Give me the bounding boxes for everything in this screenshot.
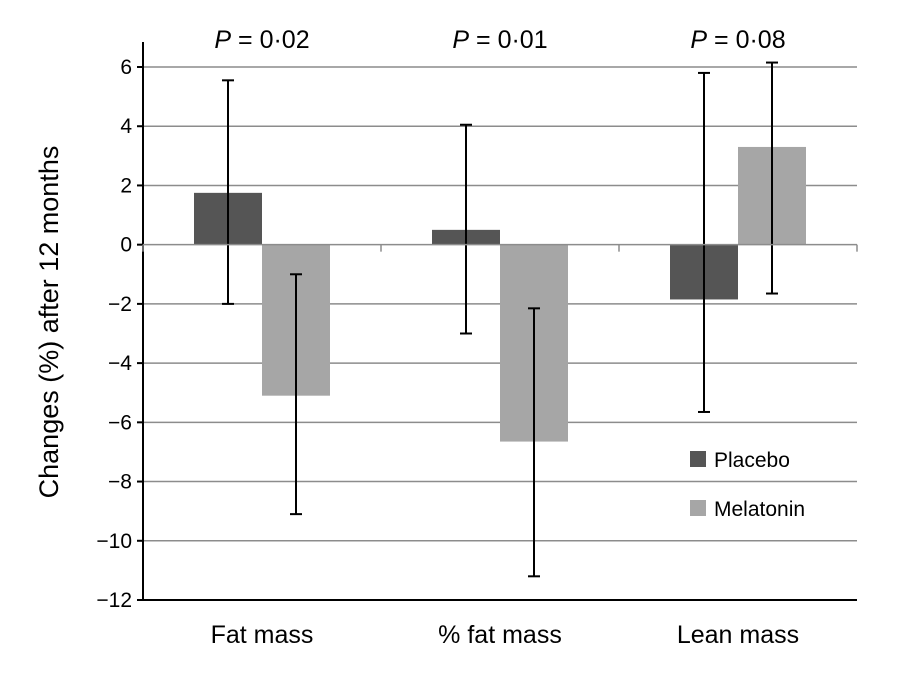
p-symbol: P <box>452 26 469 54</box>
y-tick-label: 4 <box>120 115 132 138</box>
y-tick-labels: 6 4 2 0 −2 −4 −6 −8 −10 −12 <box>96 56 132 612</box>
p-value-label: P = 0·01 <box>452 26 547 54</box>
y-axis-label: Changes (%) after 12 months <box>34 146 64 499</box>
legend-swatch-melatonin <box>690 500 706 516</box>
legend-label-melatonin: Melatonin <box>714 498 805 521</box>
bars <box>194 146 806 442</box>
legend-swatch-placebo <box>690 451 706 467</box>
axes <box>142 42 858 601</box>
y-tick-label: 6 <box>120 56 132 79</box>
p-value-text: = 0·08 <box>707 26 786 54</box>
y-tick-label: −4 <box>108 352 132 375</box>
p-symbol: P <box>690 26 707 54</box>
legend-label-placebo: Placebo <box>714 449 790 472</box>
p-value-text: = 0·02 <box>231 26 310 54</box>
y-tick-label: −12 <box>96 589 132 612</box>
category-label: % fat mass <box>438 621 562 649</box>
p-value-label: P = 0·08 <box>690 26 785 54</box>
error-bars <box>222 61 778 578</box>
p-value-annotations: P = 0·02 P = 0·01 P = 0·08 <box>214 26 785 54</box>
y-tick-label: −8 <box>108 471 132 494</box>
p-value-label: P = 0·02 <box>214 26 309 54</box>
y-tick-label: −6 <box>108 411 132 434</box>
y-tick-label: 0 <box>120 234 132 257</box>
y-tick-label: −10 <box>96 530 132 553</box>
p-symbol: P <box>214 26 231 54</box>
category-label: Fat mass <box>211 621 314 649</box>
y-tick-label: 2 <box>120 174 132 197</box>
category-labels: Fat mass % fat mass Lean mass <box>211 621 800 649</box>
y-tick-label: −2 <box>108 293 132 316</box>
p-value-text: = 0·01 <box>469 26 548 54</box>
legend: Placebo Melatonin <box>690 449 805 521</box>
category-label: Lean mass <box>677 621 799 649</box>
